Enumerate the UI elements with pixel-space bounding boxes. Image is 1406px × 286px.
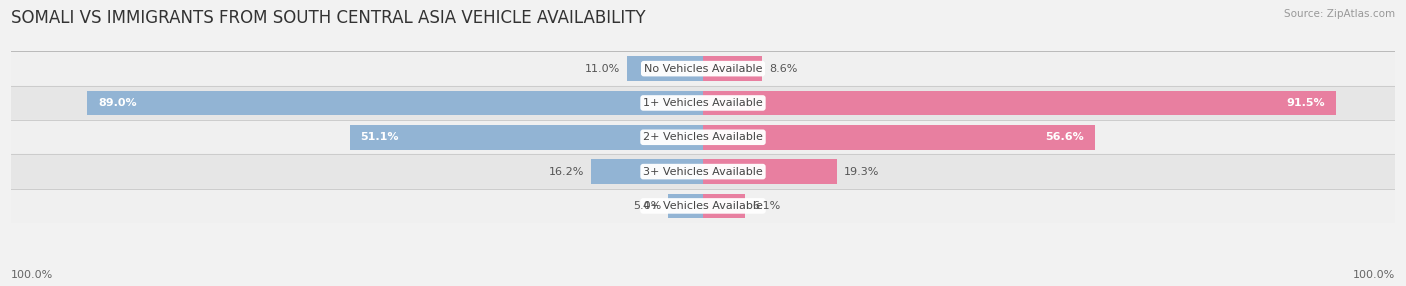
Bar	[627, 56, 703, 81]
Bar	[591, 159, 703, 184]
Text: 51.1%: 51.1%	[360, 132, 399, 142]
Text: 2+ Vehicles Available: 2+ Vehicles Available	[643, 132, 763, 142]
Bar	[11, 154, 1395, 189]
Text: 6.1%: 6.1%	[752, 201, 780, 211]
Text: 16.2%: 16.2%	[548, 167, 583, 176]
Bar	[11, 120, 1395, 154]
Text: 3+ Vehicles Available: 3+ Vehicles Available	[643, 167, 763, 176]
Bar	[87, 91, 703, 115]
Bar	[703, 194, 745, 218]
Text: 89.0%: 89.0%	[98, 98, 136, 108]
Bar	[703, 125, 1094, 150]
Text: 56.6%: 56.6%	[1045, 132, 1084, 142]
Bar	[11, 189, 1395, 223]
Text: 100.0%: 100.0%	[1353, 270, 1395, 280]
Bar	[703, 56, 762, 81]
Bar	[11, 51, 1395, 86]
Text: 100.0%: 100.0%	[11, 270, 53, 280]
Text: 1+ Vehicles Available: 1+ Vehicles Available	[643, 98, 763, 108]
Bar	[668, 194, 703, 218]
Text: Source: ZipAtlas.com: Source: ZipAtlas.com	[1284, 9, 1395, 19]
Legend: Somali, Immigrants from South Central Asia: Somali, Immigrants from South Central As…	[543, 284, 863, 286]
Bar	[11, 86, 1395, 120]
Text: No Vehicles Available: No Vehicles Available	[644, 64, 762, 74]
Bar	[703, 91, 1336, 115]
Text: 11.0%: 11.0%	[585, 64, 620, 74]
Text: 91.5%: 91.5%	[1286, 98, 1324, 108]
Text: SOMALI VS IMMIGRANTS FROM SOUTH CENTRAL ASIA VEHICLE AVAILABILITY: SOMALI VS IMMIGRANTS FROM SOUTH CENTRAL …	[11, 9, 645, 27]
Text: 19.3%: 19.3%	[844, 167, 879, 176]
Text: 4+ Vehicles Available: 4+ Vehicles Available	[643, 201, 763, 211]
Text: 8.6%: 8.6%	[769, 64, 797, 74]
Bar	[350, 125, 703, 150]
Bar	[703, 159, 837, 184]
Text: 5.0%: 5.0%	[633, 201, 661, 211]
